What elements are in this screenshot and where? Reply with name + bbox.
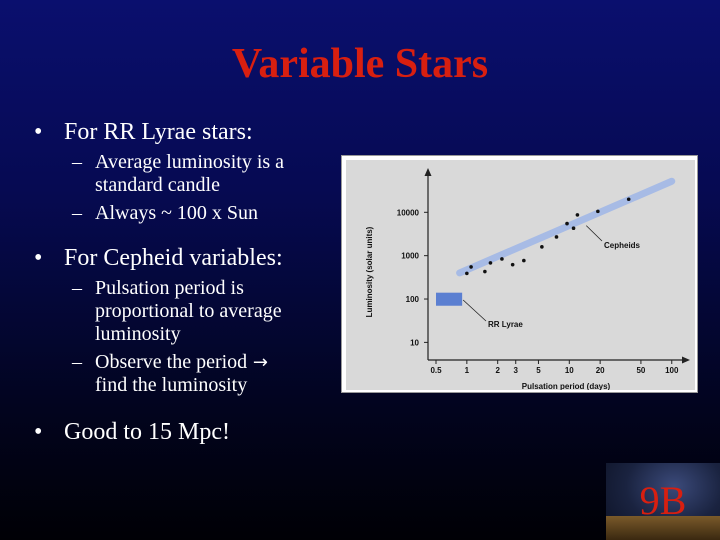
cepheid-point: [554, 235, 559, 239]
y-axis-arrowhead: [424, 168, 432, 176]
x-axis-label: Pulsation period (days): [522, 382, 611, 390]
badge-label: 9B: [639, 478, 687, 523]
sub-bullet-line: standard candle: [95, 174, 344, 197]
corner-badge: 9B: [606, 463, 720, 540]
bullet-list: • For RR Lyrae stars: – Average luminosity …: [34, 118, 344, 460]
bullet-glyph: •: [34, 245, 43, 271]
luminosity-period-chart: 10 100 1000 10000 0.5 1 2 3 5 10 20 50 100 Pulsation …: [365, 168, 690, 391]
sub-bullet-text: Always ~ 100 x Sun: [95, 202, 259, 224]
sub-bullet-item: – Pulsation period is proportional to aver…: [34, 277, 344, 346]
sub-bullet-line: Pulsation period is: [95, 277, 344, 300]
x-axis-arrowhead: [682, 356, 690, 364]
sub-bullet-line: proportional to average: [95, 300, 344, 323]
cepheid-point: [575, 213, 580, 217]
sub-bullet-item: – Average luminosity is a standard candle: [34, 151, 344, 197]
trend-band: [456, 177, 676, 277]
chart-frame: 10 100 1000 10000 0.5 1 2 3 5 10 20 50 100 Pulsation …: [341, 155, 698, 393]
bullet-text: For RR Lyrae stars:: [64, 119, 253, 145]
sub-bullet-line: luminosity: [95, 323, 344, 346]
x-tick-label: 20: [596, 366, 605, 375]
badge-ground: [606, 516, 720, 540]
y-tick-label: 1000: [401, 252, 419, 261]
y-tick-label: 10: [410, 338, 419, 347]
sub-bullet-item: – Always ~ 100 x Sun: [34, 202, 344, 225]
cepheid-point: [483, 269, 487, 274]
sub-bullet-line: Always ~ 100 x Sun: [95, 202, 344, 225]
rr-lyrae-leader-line: [462, 299, 487, 322]
sub-bullet-text: Average luminosity is a: [95, 151, 285, 173]
bullet-glyph: •: [34, 119, 43, 145]
cepheids-label: Cepheids: [604, 241, 641, 250]
bullet-item: • Good to 15 Mpc!: [34, 418, 344, 446]
bullet-item: • For RR Lyrae stars:: [34, 118, 344, 146]
cepheid-point: [465, 271, 469, 276]
bullet-item: • For Cepheid variables:: [34, 244, 344, 272]
x-tick-label: 10: [565, 366, 574, 375]
dash-glyph: –: [72, 351, 82, 373]
x-tick-label: 1: [465, 366, 470, 375]
cepheid-point: [510, 262, 515, 267]
arrow-right-icon: →: [247, 352, 268, 373]
sub-bullet-text: Observe the period: [95, 351, 248, 373]
x-tick-label: 3: [514, 366, 519, 375]
cepheids-leader-line: [585, 225, 603, 242]
y-axis-label: Luminosity (solar units): [365, 226, 374, 317]
cepheid-point: [571, 226, 576, 230]
cepheid-point: [626, 197, 631, 202]
bullet-glyph: •: [34, 419, 43, 445]
sub-bullet-line: find the luminosity: [95, 374, 344, 397]
bullet-text: Good to 15 Mpc!: [64, 419, 230, 445]
y-tick-label: 100: [406, 295, 420, 304]
rr-lyrae-label: RR Lyrae: [488, 320, 523, 329]
cepheid-point: [540, 245, 544, 249]
sub-bullet-text: find the luminosity: [95, 374, 248, 396]
x-tick-label: 2: [495, 366, 500, 375]
sub-bullet-line: Average luminosity is a: [95, 151, 344, 174]
bullet-text: For Cepheid variables:: [64, 245, 283, 271]
x-tick-label: 5: [536, 366, 541, 375]
sub-bullet-line: Observe the period →: [95, 351, 344, 374]
cepheid-point: [500, 257, 504, 261]
cepheid-point: [469, 265, 473, 269]
sub-bullet-text: standard candle: [95, 174, 220, 196]
rr-lyrae-region: [436, 292, 463, 306]
dash-glyph: –: [72, 277, 82, 299]
x-tick-label: 50: [636, 366, 645, 375]
cepheid-point: [596, 209, 600, 214]
dash-glyph: –: [72, 202, 82, 224]
sub-bullet-text: luminosity: [95, 323, 181, 345]
y-tick-label: 10000: [397, 208, 420, 217]
x-tick-label: 100: [665, 366, 679, 375]
cepheid-point: [522, 258, 526, 263]
chart-panel: 10 100 1000 10000 0.5 1 2 3 5 10 20 50 100 Pulsation …: [346, 160, 695, 391]
dash-glyph: –: [72, 151, 82, 173]
x-tick-label: 0.5: [430, 366, 442, 375]
cepheid-point: [565, 221, 569, 226]
slide-title: Variable Stars: [231, 41, 489, 87]
sub-bullet-text: Pulsation period is: [95, 277, 244, 299]
sub-bullet-item: – Observe the period → find the luminosity: [34, 351, 344, 397]
cepheid-point: [488, 261, 493, 265]
sub-bullet-text: proportional to average: [95, 300, 282, 322]
